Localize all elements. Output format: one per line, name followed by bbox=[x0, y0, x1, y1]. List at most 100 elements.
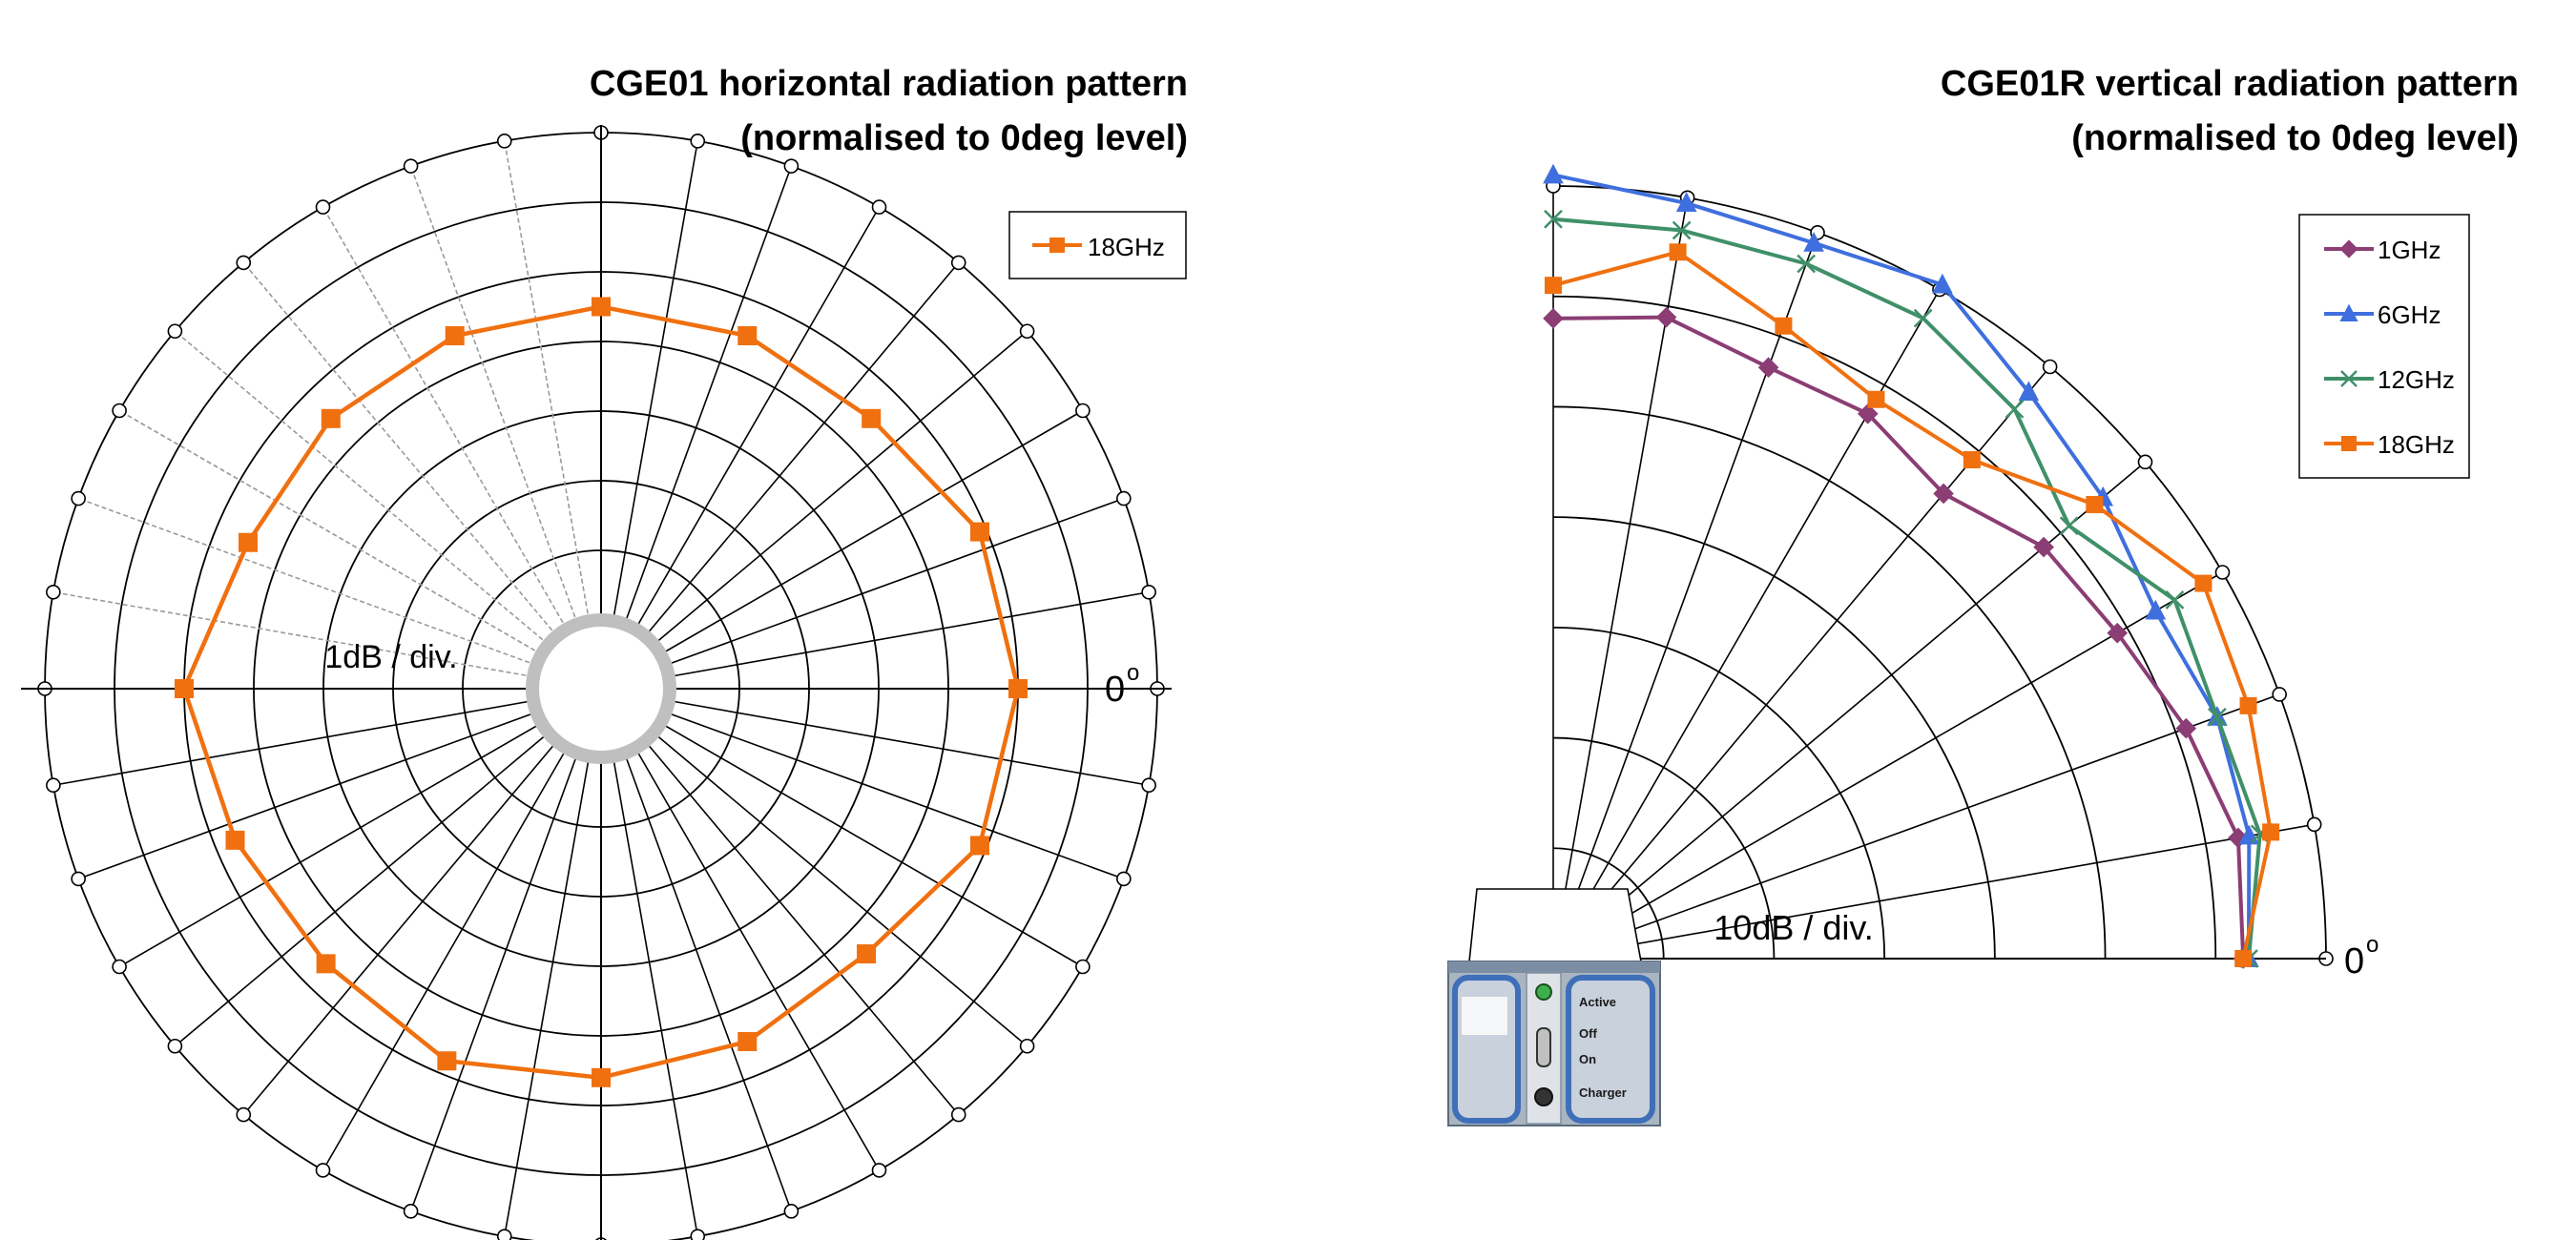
data-point-square bbox=[592, 297, 611, 317]
device-charger-port bbox=[1534, 1087, 1553, 1106]
chart-title-block: CGE01 horizontal radiation pattern (norm… bbox=[590, 57, 1188, 166]
data-point-diamond bbox=[1757, 357, 1779, 379]
data-point-triangle bbox=[1675, 192, 1697, 213]
data-point-square bbox=[1008, 679, 1028, 698]
data-point-square bbox=[238, 532, 258, 552]
data-point-x bbox=[2165, 590, 2185, 610]
angular-grid-line bbox=[668, 699, 1150, 787]
data-point-square bbox=[857, 944, 877, 964]
legend: 18GHz bbox=[1008, 211, 1187, 279]
angular-grid-line bbox=[322, 747, 568, 1171]
angle-tick-circle bbox=[2042, 359, 2058, 375]
chart-title-block: CGE01R vertical radiation pattern (norma… bbox=[1941, 57, 2519, 166]
data-point-square bbox=[1049, 238, 1065, 253]
data-point-square bbox=[969, 522, 989, 542]
data-point-diamond bbox=[1655, 306, 1677, 328]
angular-grid-line bbox=[665, 711, 1125, 880]
data-point-square bbox=[737, 1032, 758, 1052]
data-point-diamond bbox=[1857, 403, 1879, 424]
angle-tick-circle bbox=[950, 255, 966, 271]
data-point-square bbox=[2262, 823, 2280, 841]
angle-tick-circle bbox=[1116, 871, 1132, 887]
radial-grid-arc bbox=[1552, 405, 2107, 960]
angle-tick-circle bbox=[2306, 816, 2322, 833]
legend-box bbox=[2298, 214, 2470, 479]
angular-grid-line bbox=[118, 409, 543, 655]
data-point-square bbox=[2341, 436, 2357, 451]
radial-grid-arc bbox=[1552, 185, 2327, 960]
radial-grid-arc bbox=[1552, 516, 1996, 960]
legend-label-18ghz: 18GHz bbox=[1088, 233, 1165, 261]
device-antenna-top bbox=[1468, 888, 1642, 962]
angle-tick-circle bbox=[46, 584, 61, 600]
series-markers-12ghz bbox=[1544, 209, 2270, 968]
series-markers-1ghz bbox=[1543, 306, 2254, 969]
device-right-panel bbox=[1566, 975, 1655, 1124]
angle-tick-circle bbox=[690, 134, 706, 149]
data-point-x bbox=[1544, 209, 1563, 229]
angular-grid-line bbox=[242, 740, 558, 1116]
chart-subtitle: (normalised to 0deg level) bbox=[740, 118, 1188, 158]
angular-grid-line bbox=[668, 590, 1150, 678]
angular-grid-line bbox=[174, 330, 550, 646]
angle-tick-circle bbox=[112, 403, 127, 419]
data-point-square bbox=[316, 954, 336, 974]
angle-tick-circle bbox=[315, 1163, 331, 1178]
data-point-square bbox=[2194, 574, 2212, 592]
data-point-triangle bbox=[1803, 232, 1824, 252]
series-line-18ghz bbox=[1552, 250, 2274, 960]
angle-tick-circle bbox=[315, 199, 331, 215]
angular-grid-line bbox=[634, 206, 881, 630]
angular-grid-line bbox=[174, 732, 550, 1047]
angular-grid-line bbox=[322, 206, 568, 630]
device-top-band bbox=[1448, 961, 1660, 973]
device-screen bbox=[1462, 997, 1507, 1035]
device-power-switch[interactable] bbox=[1536, 1027, 1551, 1067]
data-point-triangle bbox=[2339, 303, 2358, 321]
radial-grid-arc bbox=[1552, 847, 1665, 960]
angle-degree-symbol: o bbox=[2366, 932, 2379, 958]
horizontal-polar-chart: 1dB / div. 0 o 18GHz bbox=[21, 125, 1187, 1240]
angle-tick-circle bbox=[1075, 959, 1091, 975]
data-point-x bbox=[2059, 516, 2079, 536]
device-label-active: Active bbox=[1579, 995, 1616, 1009]
data-point-diamond bbox=[2339, 239, 2358, 258]
radial-grid-arc bbox=[1552, 295, 2217, 960]
data-point-square bbox=[1775, 317, 1793, 335]
angular-grid-line bbox=[503, 140, 591, 622]
angular-grid-line bbox=[653, 732, 1028, 1047]
data-point-x bbox=[2208, 707, 2227, 727]
legend: 1GHz 6GHz 12GHz 18GHz bbox=[2298, 214, 2470, 479]
device-label-on: On bbox=[1579, 1052, 1596, 1066]
angular-grid-line bbox=[1552, 693, 2280, 960]
device-active-led bbox=[1535, 983, 1552, 1001]
polar-grid bbox=[1546, 178, 2334, 966]
data-point-square bbox=[321, 408, 341, 428]
data-point-x bbox=[1913, 308, 1933, 328]
center-hub bbox=[526, 613, 676, 764]
angular-grid-line bbox=[612, 140, 699, 622]
angular-grid-line bbox=[1552, 289, 1941, 960]
data-point-diamond bbox=[1543, 308, 1564, 329]
angular-grid-line bbox=[665, 497, 1125, 667]
data-point-x bbox=[2005, 399, 2025, 419]
angular-grid-line bbox=[659, 722, 1084, 968]
angular-grid-line bbox=[77, 711, 537, 880]
angular-grid-line bbox=[503, 755, 591, 1237]
antenna-device-illustration: Active Off On Charger bbox=[1447, 888, 1661, 1126]
data-point-triangle bbox=[2145, 599, 2167, 620]
angular-grid-line bbox=[52, 590, 534, 678]
angle-tick-circle bbox=[71, 871, 86, 887]
scale-label: 1dB / div. bbox=[324, 639, 457, 675]
scale-label: 10dB / div. bbox=[1714, 908, 1873, 947]
series-markers-18ghz bbox=[175, 297, 1028, 1087]
vertical-polar-chart: 10dB / div. 0 o 1GHz 6GHz 12GHz 18GHz Active Off… bbox=[1447, 163, 2470, 1126]
series-markers-6ghz bbox=[1543, 163, 2260, 967]
data-point-square bbox=[862, 408, 882, 428]
series-markers-18ghz bbox=[1545, 243, 2280, 967]
data-point-x bbox=[2340, 370, 2358, 387]
angle-zero-label: 0 bbox=[1105, 670, 1125, 710]
series-line-1ghz bbox=[1552, 315, 2246, 960]
series-line-12ghz bbox=[1552, 217, 2262, 960]
angle-tick-circle bbox=[1019, 323, 1035, 340]
